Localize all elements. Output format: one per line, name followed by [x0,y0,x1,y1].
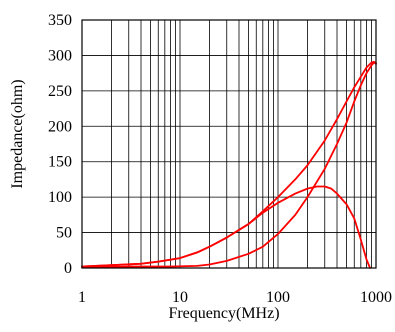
x-tick-label: 10 [172,289,188,306]
y-tick-label: 50 [56,225,72,242]
x-axis-label: Frequency(MHz) [168,305,279,322]
y-tick-label: 350 [48,12,72,29]
y-tick-labels: 0 50 100 150 200 250 300 350 [48,12,72,277]
plot-frame [81,19,377,269]
y-tick-label: 100 [48,189,72,206]
y-axis-label: Impedance(ohm) [9,79,26,188]
y-tick-label: 150 [48,154,72,171]
y-tick-label: 300 [48,47,72,64]
x-tick-label: 1 [78,289,86,306]
impedance-curve-2 [81,61,377,269]
grid [82,20,376,268]
x-tick-label: 1000 [360,289,392,306]
y-tick-label: 250 [48,83,72,100]
y-tick-label: 200 [48,118,72,135]
impedance-curve-3 [81,185,371,269]
y-tick-label: 0 [64,260,72,277]
x-tick-labels: 1 10 100 1000 [78,289,392,306]
series-lines [81,60,377,269]
x-tick-label: 100 [266,289,290,306]
